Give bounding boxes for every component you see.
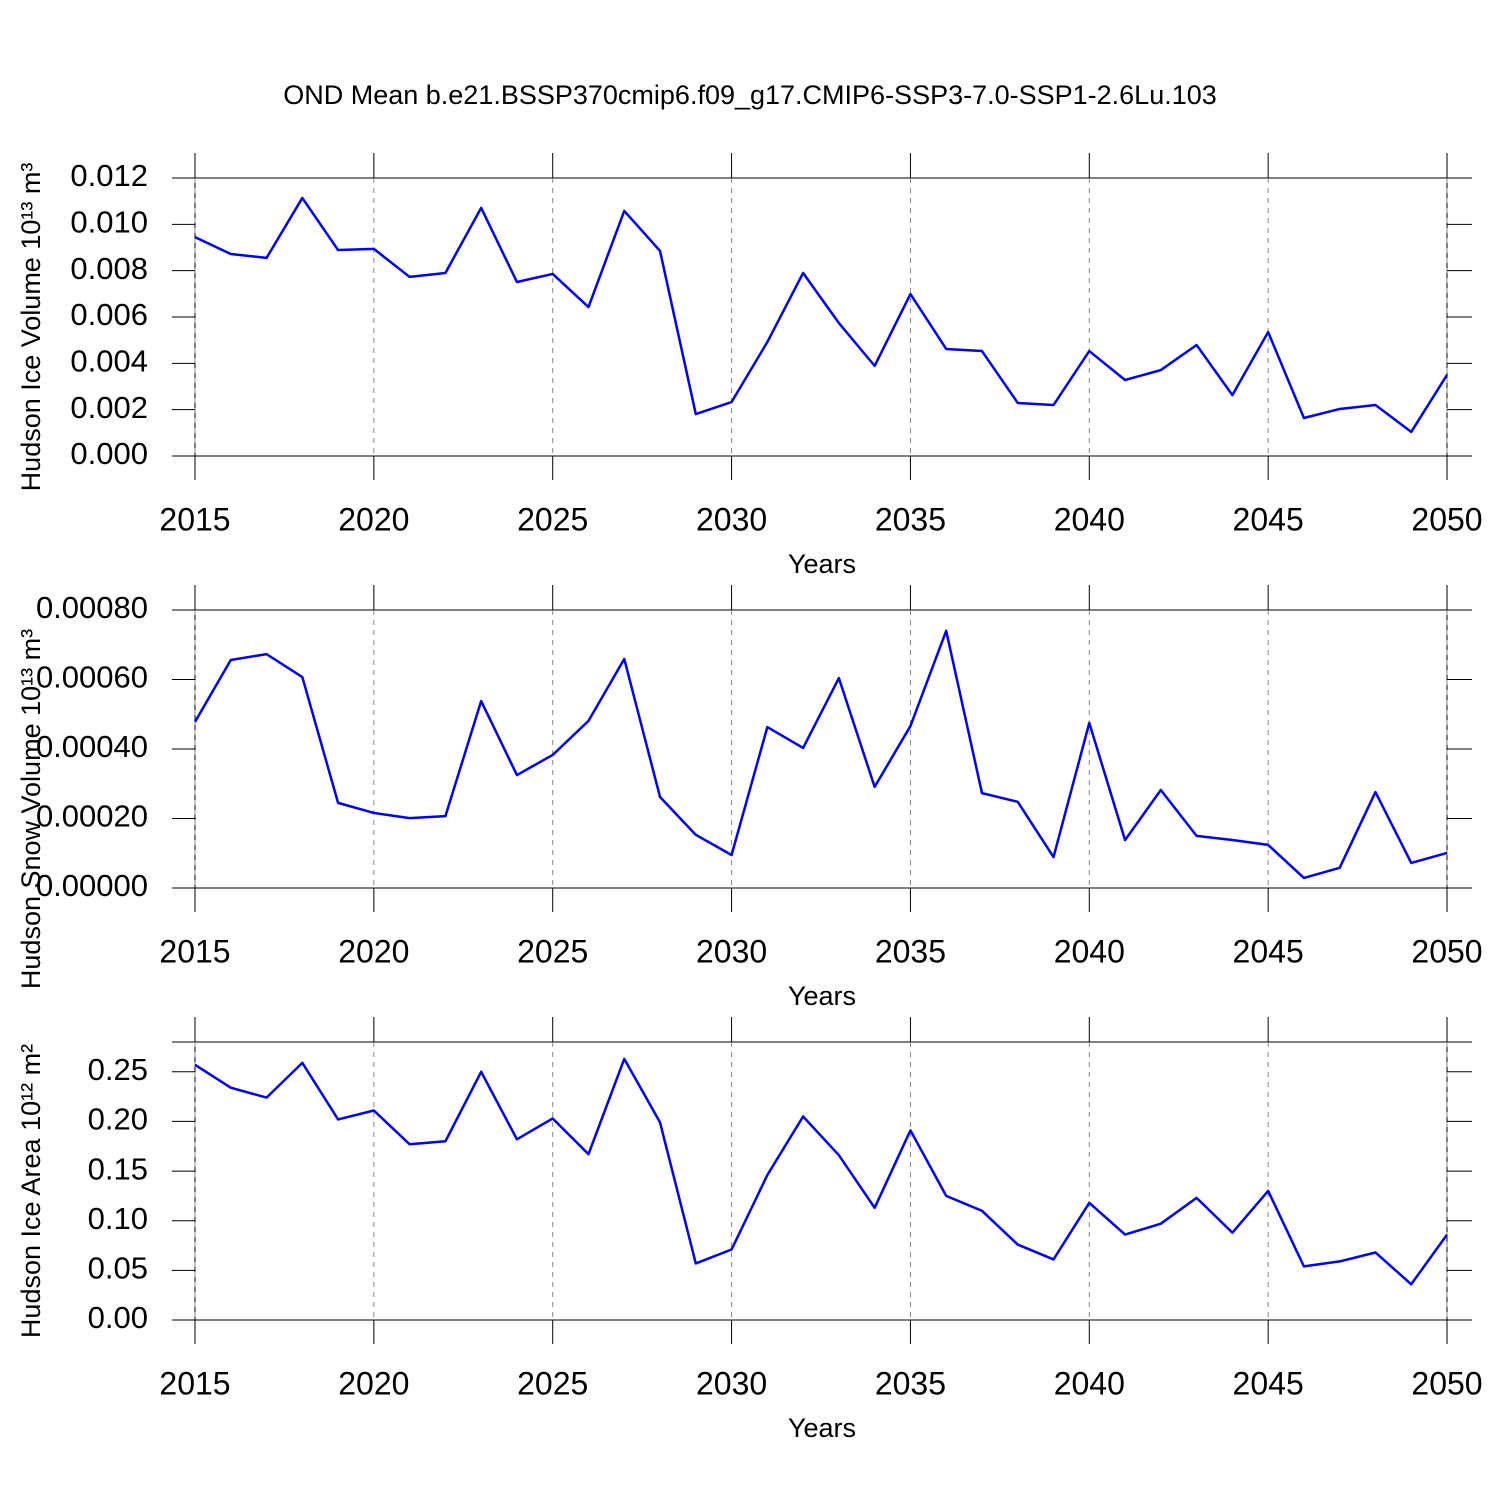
x-tick-label: 2050 [1411, 933, 1482, 969]
x-tick-label: 2030 [696, 933, 767, 969]
y-tick-label: 0.010 [70, 205, 148, 240]
x-tick-label: 2015 [159, 933, 230, 969]
x-tick-label: 2045 [1233, 501, 1304, 537]
x-tick-label: 2045 [1233, 933, 1304, 969]
x-tick-label: 2040 [1054, 933, 1125, 969]
y-axis-label: Hudson Ice Volume 10¹³ m³ [16, 163, 46, 492]
y-tick-label: 0.05 [88, 1251, 148, 1286]
x-tick-label: 2020 [338, 1365, 409, 1401]
y-tick-label: 0.008 [70, 251, 148, 286]
y-tick-label: 0.00000 [36, 868, 148, 903]
y-tick-label: 0.000 [70, 436, 148, 471]
y-tick-label: 0.00080 [36, 590, 148, 625]
y-tick-label: 0.20 [88, 1102, 148, 1137]
x-tick-label: 2035 [875, 501, 946, 537]
x-tick-label: 2030 [696, 501, 767, 537]
data-line [193, 629, 1448, 880]
x-tick-label: 2045 [1233, 1365, 1304, 1401]
data-line [194, 1057, 1449, 1286]
y-tick-label: 0.006 [70, 297, 148, 332]
x-tick-label: 2020 [338, 501, 409, 537]
y-axis-label: Hudson Snow Volume 10¹³ m³ [16, 629, 46, 989]
x-axis-label: Years [788, 981, 856, 1011]
data-line [194, 196, 1449, 434]
x-tick-label: 2025 [517, 933, 588, 969]
x-axis-label: Years [788, 1413, 856, 1443]
y-tick-label: 0.00040 [36, 729, 148, 764]
y-tick-label: 0.00 [88, 1300, 148, 1335]
x-tick-label: 2035 [875, 1365, 946, 1401]
y-tick-label: 0.10 [88, 1201, 148, 1236]
x-tick-label: 2035 [875, 933, 946, 969]
figure-title: OND Mean b.e21.BSSP370cmip6.f09_g17.CMIP… [283, 80, 1217, 110]
x-tick-label: 2050 [1411, 1365, 1482, 1401]
x-tick-label: 2025 [517, 501, 588, 537]
x-tick-label: 2040 [1054, 1365, 1125, 1401]
x-tick-label: 2025 [517, 1365, 588, 1401]
x-tick-label: 2040 [1054, 501, 1125, 537]
x-tick-label: 2030 [696, 1365, 767, 1401]
x-tick-label: 2020 [338, 933, 409, 969]
y-tick-label: 0.012 [70, 158, 148, 193]
x-tick-label: 2050 [1411, 501, 1482, 537]
x-tick-label: 2015 [159, 501, 230, 537]
y-tick-label: 0.00020 [36, 799, 148, 834]
y-tick-label: 0.002 [70, 390, 148, 425]
x-tick-label: 2015 [159, 1365, 230, 1401]
y-tick-label: 0.15 [88, 1151, 148, 1186]
y-tick-label: 0.25 [88, 1052, 148, 1087]
y-axis-label: Hudson Ice Area 10¹² m² [16, 1044, 46, 1338]
y-tick-label: 0.00060 [36, 660, 148, 695]
x-axis-label: Years [788, 549, 856, 579]
y-tick-label: 0.004 [70, 344, 148, 379]
